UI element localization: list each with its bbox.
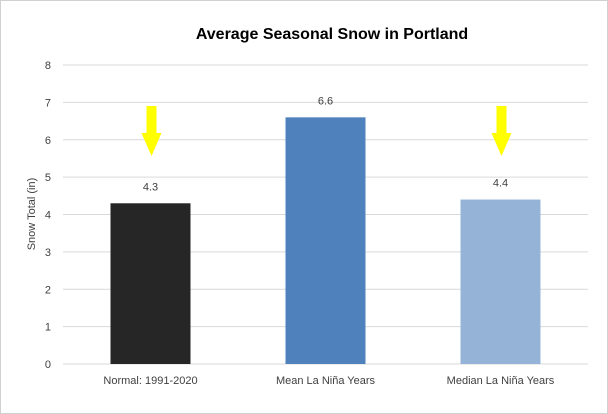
bar bbox=[110, 203, 191, 364]
y-tick-label: 8 bbox=[45, 60, 51, 72]
y-axis-label: Snow Total (in) bbox=[26, 178, 38, 251]
y-tick-label: 6 bbox=[45, 135, 51, 147]
y-tick-label: 7 bbox=[45, 97, 51, 109]
y-tick-label: 2 bbox=[45, 284, 51, 296]
bars bbox=[110, 117, 541, 364]
y-tick-label: 3 bbox=[45, 247, 51, 259]
bar bbox=[460, 199, 541, 364]
y-tick-label: 4 bbox=[45, 210, 51, 222]
category-label: Median La Niña Years bbox=[447, 375, 555, 387]
bar bbox=[285, 117, 366, 364]
category-label: Mean La Niña Years bbox=[276, 375, 376, 387]
down-arrow-icon bbox=[141, 106, 162, 156]
y-tick-label: 5 bbox=[45, 172, 51, 184]
data-label: 6.6 bbox=[318, 95, 333, 107]
data-label: 4.3 bbox=[143, 181, 158, 193]
category-labels: Normal: 1991-2020 Mean La Niña Years Media… bbox=[103, 375, 554, 387]
down-arrow-icon bbox=[491, 106, 512, 156]
category-label: Normal: 1991-2020 bbox=[103, 375, 197, 387]
chart-title: Average Seasonal Snow in Portland bbox=[196, 26, 468, 43]
y-tick-label: 0 bbox=[45, 359, 51, 371]
data-labels: 4.3 6.6 4.4 bbox=[143, 95, 508, 193]
y-tick-label: 1 bbox=[45, 322, 51, 334]
data-label: 4.4 bbox=[493, 178, 508, 190]
y-tick-labels: 0 1 2 3 4 5 6 7 8 bbox=[45, 60, 51, 371]
annotation-arrows bbox=[141, 106, 512, 156]
